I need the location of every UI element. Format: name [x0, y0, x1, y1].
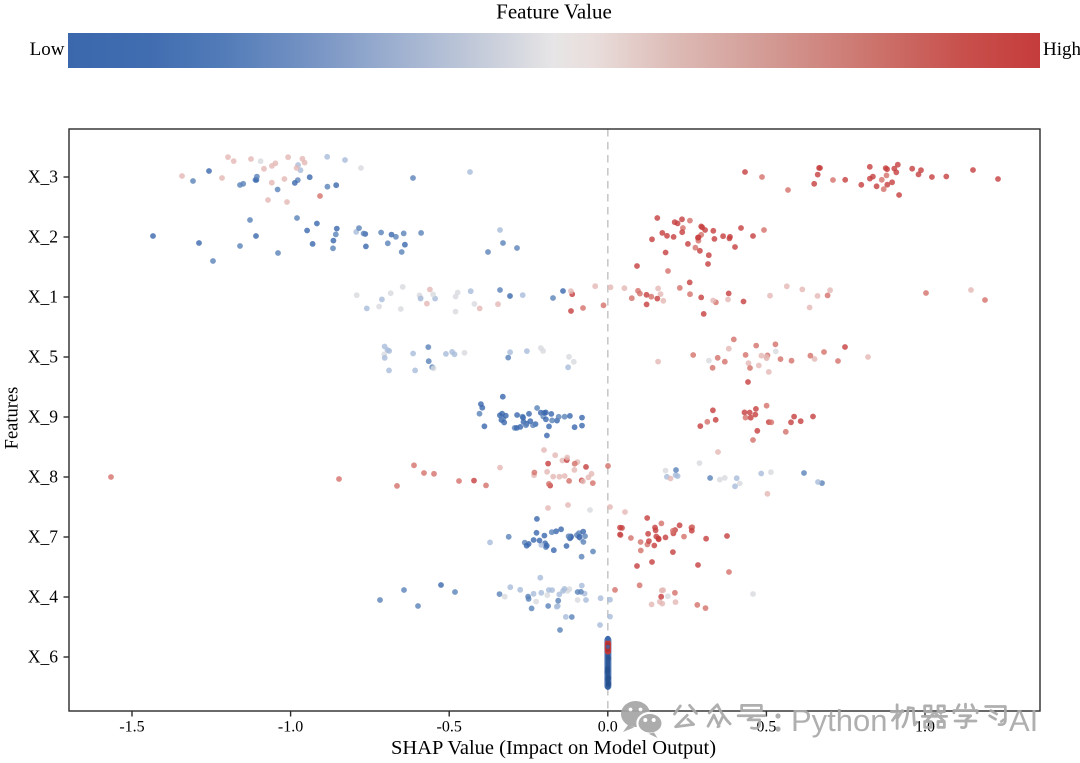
svg-text:X_5: X_5 — [28, 347, 58, 367]
svg-text:Feature Value: Feature Value — [496, 0, 612, 24]
svg-text:X_9: X_9 — [28, 407, 58, 427]
svg-text:X_8: X_8 — [28, 467, 58, 487]
svg-text:High: High — [1043, 39, 1080, 60]
svg-text:X_4: X_4 — [28, 587, 58, 607]
svg-text:X_7: X_7 — [28, 527, 58, 547]
svg-text:Python: Python — [791, 703, 888, 738]
svg-text:AI: AI — [1009, 703, 1038, 738]
svg-text:X_1: X_1 — [28, 287, 58, 307]
svg-text:SHAP Value (Impact on Model Ou: SHAP Value (Impact on Model Output) — [391, 737, 716, 759]
svg-text:0.0: 0.0 — [598, 719, 618, 736]
svg-text:-0.5: -0.5 — [437, 719, 462, 736]
svg-text:X_2: X_2 — [28, 227, 58, 247]
svg-text:Features: Features — [3, 387, 23, 450]
svg-text:X_3: X_3 — [28, 167, 58, 187]
svg-text:-1.0: -1.0 — [278, 719, 303, 736]
svg-text:-1.5: -1.5 — [119, 719, 144, 736]
svg-text:Low: Low — [30, 39, 65, 60]
svg-text:X_6: X_6 — [28, 647, 58, 667]
svg-text:0.5: 0.5 — [756, 719, 776, 736]
